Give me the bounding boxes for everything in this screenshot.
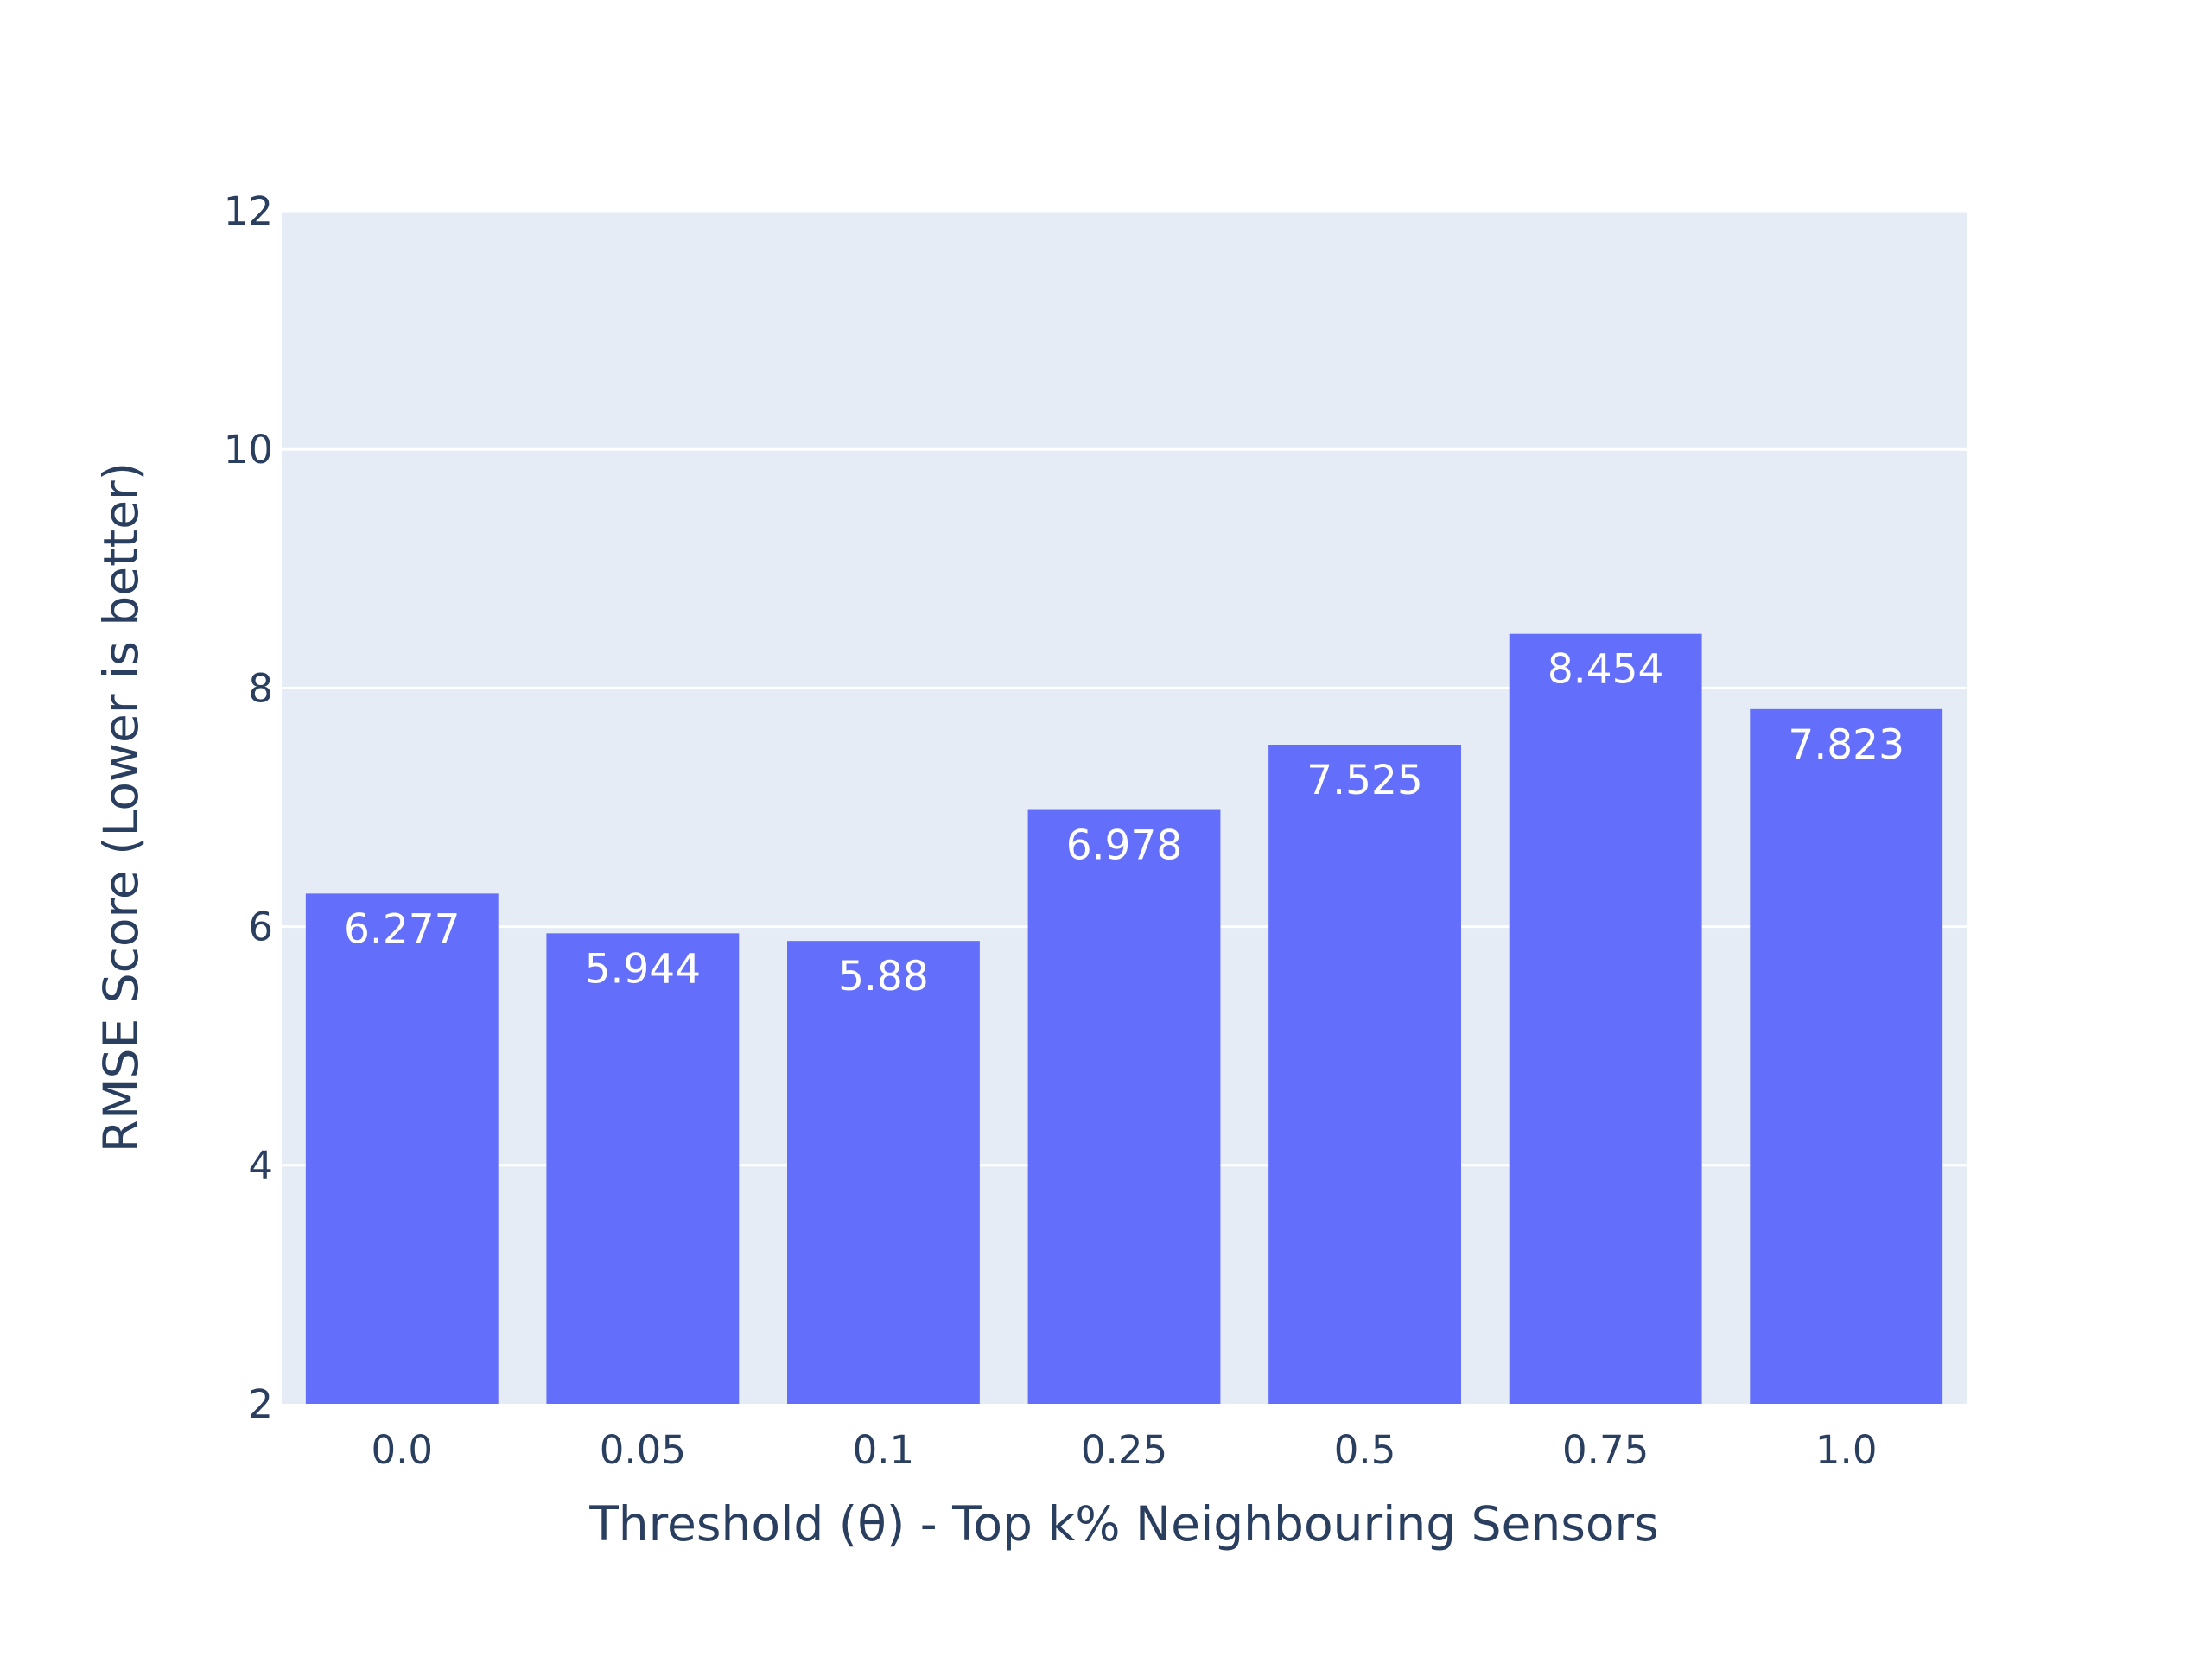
y-tick-label: 8 — [248, 665, 273, 711]
y-axis-title: RMSE Score (Lower is better) — [93, 462, 149, 1152]
x-axis-ticks: 0.0 0.05 0.1 0.25 0.5 0.75 1.0 — [371, 1427, 1877, 1473]
bar-value-label: 8.454 — [1548, 646, 1664, 694]
bar-value-label: 6.277 — [344, 905, 461, 953]
bar-1.0 — [1750, 708, 1943, 1404]
x-tick-label: 0.1 — [853, 1427, 915, 1473]
x-tick-label: 0.0 — [371, 1427, 433, 1473]
bar-value-labels: 6.277 5.944 5.88 6.978 7.525 8.454 7.823 — [344, 646, 1904, 1000]
y-tick-label: 12 — [224, 188, 273, 234]
x-axis-title: Threshold (θ) - Top k% Neighbouring Sens… — [588, 1496, 1659, 1552]
bar-0.0 — [305, 893, 499, 1404]
bar-value-label: 5.944 — [585, 945, 702, 993]
bars — [305, 633, 1943, 1404]
y-tick-label: 10 — [224, 427, 273, 473]
x-tick-label: 0.5 — [1334, 1427, 1396, 1473]
x-tick-label: 0.25 — [1081, 1427, 1167, 1473]
bar-0.5 — [1268, 744, 1461, 1404]
bar-0.05 — [546, 933, 740, 1404]
y-tick-label: 4 — [248, 1143, 273, 1189]
bar-value-label: 5.88 — [838, 953, 929, 1000]
x-tick-label: 1.0 — [1815, 1427, 1878, 1473]
bar-0.25 — [1027, 809, 1221, 1404]
bar-0.1 — [787, 941, 980, 1404]
bar-value-label: 6.978 — [1066, 822, 1183, 870]
x-tick-label: 0.05 — [600, 1427, 686, 1473]
bar-value-label: 7.823 — [1788, 721, 1904, 769]
bar-0.75 — [1509, 633, 1702, 1404]
y-tick-label: 2 — [248, 1381, 273, 1427]
x-tick-label: 0.75 — [1562, 1427, 1649, 1473]
bar-value-label: 7.525 — [1306, 757, 1423, 804]
y-axis-ticks: 2 4 6 8 10 12 — [224, 188, 273, 1427]
y-tick-label: 6 — [248, 904, 273, 950]
